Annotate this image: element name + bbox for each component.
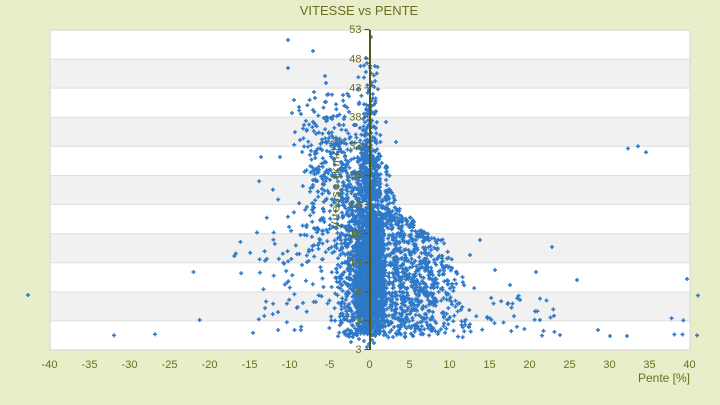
svg-text:53: 53 <box>349 24 361 36</box>
svg-text:43: 43 <box>349 82 361 94</box>
svg-text:18: 18 <box>349 228 361 240</box>
svg-text:-40: -40 <box>42 359 58 371</box>
svg-text:VITESSE vs PENTE: VITESSE vs PENTE <box>300 3 419 18</box>
svg-text:10: 10 <box>443 359 455 371</box>
svg-text:-25: -25 <box>162 359 178 371</box>
svg-text:15: 15 <box>483 359 495 371</box>
svg-text:28: 28 <box>349 170 361 182</box>
svg-text:38: 38 <box>349 112 361 124</box>
svg-text:-20: -20 <box>202 359 218 371</box>
svg-text:13: 13 <box>349 257 361 269</box>
svg-text:3: 3 <box>355 315 361 327</box>
svg-text:-5: -5 <box>325 359 335 371</box>
svg-text:25: 25 <box>563 359 575 371</box>
svg-text:35: 35 <box>643 359 655 371</box>
svg-text:-30: -30 <box>122 359 138 371</box>
svg-text:0: 0 <box>366 359 372 371</box>
svg-text:3: 3 <box>355 344 361 356</box>
svg-text:Vitesse [km/h]: Vitesse [km/h] <box>329 139 343 230</box>
svg-text:-10: -10 <box>282 359 298 371</box>
svg-text:23: 23 <box>349 199 361 211</box>
svg-text:Pente [%]: Pente [%] <box>638 371 690 385</box>
svg-text:8: 8 <box>355 286 361 298</box>
svg-text:-15: -15 <box>242 359 258 371</box>
svg-text:5: 5 <box>406 359 412 371</box>
svg-text:-35: -35 <box>82 359 98 371</box>
svg-text:48: 48 <box>349 53 361 65</box>
svg-text:40: 40 <box>683 359 695 371</box>
svg-text:20: 20 <box>523 359 535 371</box>
svg-text:30: 30 <box>603 359 615 371</box>
svg-text:33: 33 <box>349 141 361 153</box>
